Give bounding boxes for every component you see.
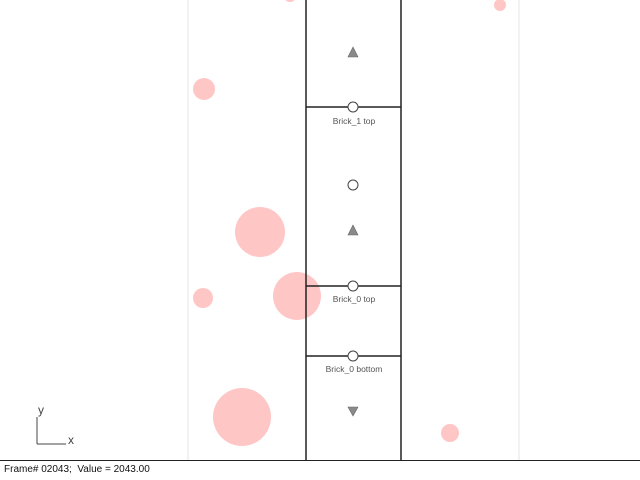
down-triangle-icon	[347, 406, 359, 417]
particle	[285, 0, 295, 2]
axis-indicator: y x	[36, 403, 74, 447]
particle	[235, 207, 285, 257]
status-text: Frame# 02043; Value = 2043.00	[4, 464, 150, 475]
particle	[213, 388, 271, 446]
brick0-bottom-label: Brick_0 bottom	[326, 364, 383, 374]
up-triangle-icon	[347, 224, 359, 236]
brick0-top-node-icon[interactable]	[347, 280, 359, 292]
up-triangle-icon	[347, 46, 359, 58]
particle	[494, 0, 506, 11]
brick0-bottom-node-icon[interactable]	[347, 350, 359, 362]
brick1-top-label: Brick_1 top	[333, 116, 376, 126]
particle	[441, 424, 459, 442]
status-bar: Frame# 02043; Value = 2043.00	[0, 460, 640, 480]
center-node-icon[interactable]	[347, 179, 359, 191]
y-axis-label: y	[38, 403, 44, 417]
particle	[273, 272, 321, 320]
particle	[193, 78, 215, 100]
particle	[193, 288, 213, 308]
x-axis-label: x	[68, 433, 74, 447]
brick1-top-node-icon[interactable]	[347, 101, 359, 113]
brick0-top-label: Brick_0 top	[333, 294, 376, 304]
